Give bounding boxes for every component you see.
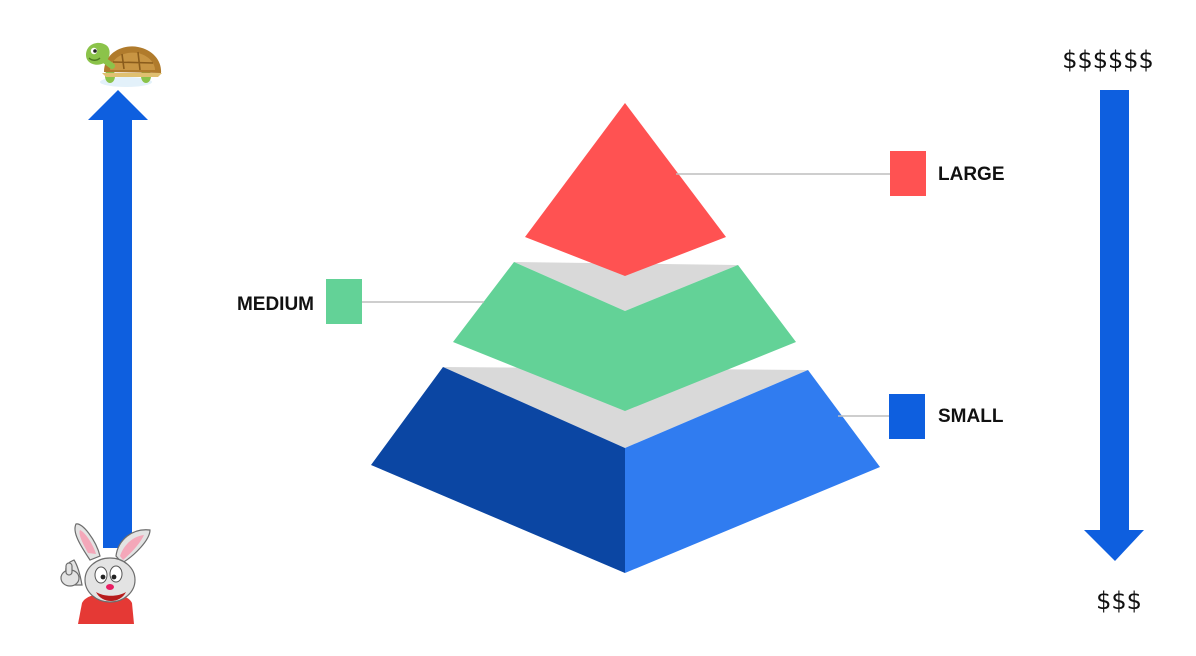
top-tier-body — [525, 103, 726, 276]
swatch-medium — [326, 279, 362, 324]
pyramid-tier-top — [525, 103, 726, 276]
pyramid — [371, 103, 880, 573]
rabbit-icon — [60, 523, 151, 624]
label-medium: MEDIUM — [237, 294, 314, 315]
pyramid-tier-middle — [453, 262, 796, 411]
swatch-large — [890, 151, 926, 196]
legend-small: SMALL — [889, 394, 1004, 439]
turtle-icon — [86, 42, 162, 87]
cost-low-label: $$$ — [1096, 587, 1142, 615]
label-large: LARGE — [938, 164, 1005, 185]
right-arrow-shaft — [1100, 90, 1129, 535]
left-arrow-shaft — [103, 118, 132, 548]
left-axis-arrow — [88, 90, 148, 548]
right-axis-arrow — [1084, 90, 1144, 561]
legend-large: LARGE — [890, 151, 1005, 196]
swatch-small — [889, 394, 925, 439]
right-arrow-head — [1084, 530, 1144, 561]
legend-medium: MEDIUM — [237, 279, 362, 324]
middle-tier-top-face — [514, 262, 738, 311]
cost-high-label: $$$$$$ — [1062, 46, 1154, 74]
label-small: SMALL — [938, 406, 1004, 427]
left-arrow-head — [88, 90, 148, 120]
middle-tier-body — [453, 262, 796, 411]
bottom-tier-right-face — [625, 370, 880, 573]
bottom-tier-left-face — [371, 367, 625, 573]
